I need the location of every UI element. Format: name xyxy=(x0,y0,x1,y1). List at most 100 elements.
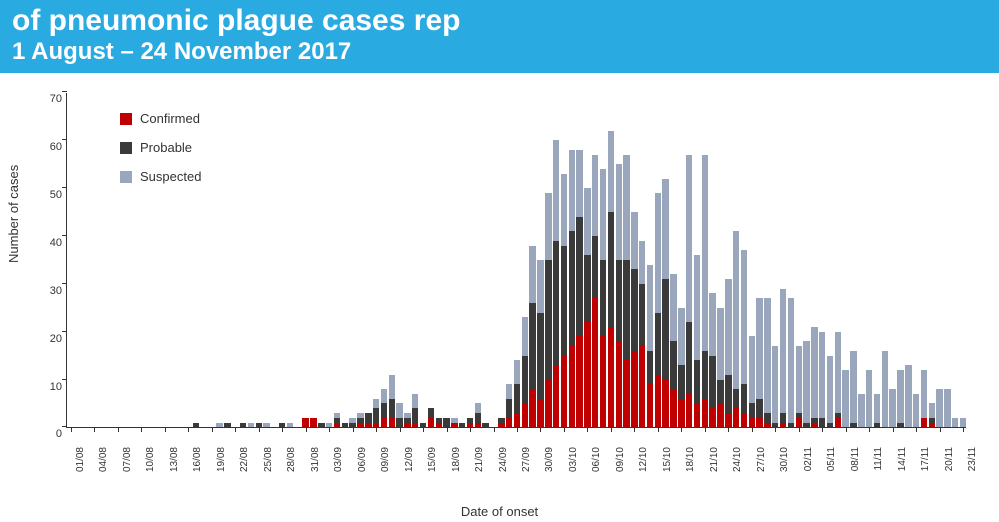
y-tick-label: 50 xyxy=(50,189,67,201)
bar-column xyxy=(952,418,958,428)
bar-column xyxy=(349,418,355,428)
banner-subtitle-fragment: 1 August – 24 November 2017 xyxy=(12,39,999,65)
bar-column xyxy=(858,394,864,428)
bar-column xyxy=(569,150,575,428)
x-tick-label: 07/08 xyxy=(122,447,133,472)
x-tick-label: 27/10 xyxy=(756,447,767,472)
bar-column xyxy=(662,179,668,428)
x-axis-label: Date of onset xyxy=(0,504,999,519)
bar-column xyxy=(694,255,700,427)
bar-column xyxy=(811,327,817,427)
bar-column xyxy=(960,418,966,428)
bar-column xyxy=(921,370,927,427)
x-tick-label: 19/08 xyxy=(216,447,227,472)
y-tick-label: 20 xyxy=(50,333,67,345)
bar-column xyxy=(670,274,676,427)
bar-column xyxy=(193,423,199,428)
legend-item-suspected: Suspected xyxy=(120,169,201,184)
bar-column xyxy=(310,418,316,428)
x-tick-label: 09/09 xyxy=(380,447,391,472)
bar-column xyxy=(874,394,880,427)
x-tick-label: 11/11 xyxy=(873,447,884,471)
y-tick-label: 30 xyxy=(50,285,67,297)
x-tick-label: 05/11 xyxy=(826,447,837,471)
bar-column xyxy=(647,265,653,428)
x-tick-label: 18/10 xyxy=(685,447,696,472)
bar-column xyxy=(608,131,614,428)
bar-column xyxy=(616,164,622,427)
bar-column xyxy=(443,418,449,428)
bar-column xyxy=(686,155,692,428)
x-tick-label: 27/09 xyxy=(521,447,532,472)
x-tick-label: 06/09 xyxy=(357,447,368,472)
legend: Confirmed Probable Suspected xyxy=(120,111,201,198)
x-tick-label: 23/11 xyxy=(967,447,978,471)
x-tick-label: 18/09 xyxy=(451,447,462,472)
legend-swatch-suspected xyxy=(120,171,132,183)
bar-column xyxy=(263,423,269,428)
bar-column xyxy=(772,346,778,427)
x-tick-label: 06/10 xyxy=(591,447,602,472)
bar-column xyxy=(655,193,661,427)
legend-label-suspected: Suspected xyxy=(140,169,201,184)
x-tick-label: 03/10 xyxy=(568,447,579,472)
bar-column xyxy=(866,370,872,427)
bar-column xyxy=(216,423,222,428)
bar-column xyxy=(905,365,911,427)
x-tick-label: 04/08 xyxy=(98,447,109,472)
bar-column xyxy=(803,341,809,427)
legend-label-probable: Probable xyxy=(140,140,192,155)
y-tick-label: 0 xyxy=(56,428,67,440)
bar-column xyxy=(639,241,645,428)
bar-column xyxy=(678,308,684,428)
bar-column xyxy=(929,403,935,427)
x-tick-label: 03/09 xyxy=(333,447,344,472)
bar-column xyxy=(600,169,606,427)
bar-column xyxy=(796,346,802,427)
x-tick-label: 28/08 xyxy=(286,447,297,472)
bar-column xyxy=(529,246,535,428)
title-banner: of pneumonic plague cases rep 1 August –… xyxy=(0,0,999,73)
x-tick-label: 15/10 xyxy=(662,447,673,472)
bar-column xyxy=(240,423,246,428)
bar-column xyxy=(788,298,794,427)
bar-column xyxy=(576,150,582,428)
bar-column xyxy=(389,375,395,428)
x-tick-label: 31/08 xyxy=(310,447,321,472)
bar-column xyxy=(357,413,363,427)
x-tick-label: 21/09 xyxy=(474,447,485,472)
bar-column xyxy=(428,408,434,427)
bar-column xyxy=(459,423,465,428)
x-tick-label: 17/11 xyxy=(920,447,931,471)
y-tick-label: 60 xyxy=(50,141,67,153)
bar-column xyxy=(506,384,512,427)
bar-column xyxy=(482,423,488,428)
bar-column xyxy=(467,418,473,428)
x-tick-label: 12/09 xyxy=(404,447,415,472)
bar-column xyxy=(436,418,442,428)
bar-column xyxy=(889,389,895,427)
x-tick-label: 24/10 xyxy=(732,447,743,472)
bar-column xyxy=(756,298,762,427)
x-tick-label: 12/10 xyxy=(638,447,649,472)
bar-column xyxy=(514,360,520,427)
bar-column xyxy=(522,317,528,427)
bar-column xyxy=(373,399,379,428)
bar-column xyxy=(819,332,825,428)
y-tick-label: 10 xyxy=(50,381,67,393)
legend-swatch-confirmed xyxy=(120,113,132,125)
legend-swatch-probable xyxy=(120,142,132,154)
bar-column xyxy=(717,308,723,428)
bar-column xyxy=(749,336,755,427)
x-tick-label: 08/11 xyxy=(850,447,861,471)
x-tick-label: 21/10 xyxy=(709,447,720,472)
bar-column xyxy=(913,394,919,428)
bar-column xyxy=(631,212,637,427)
bar-column xyxy=(537,260,543,427)
bar-column xyxy=(334,413,340,427)
bar-column xyxy=(287,423,293,428)
x-tick-label: 02/11 xyxy=(803,447,814,471)
bar-column xyxy=(725,279,731,427)
bar-column xyxy=(451,418,457,428)
x-tick-label: 09/10 xyxy=(615,447,626,472)
